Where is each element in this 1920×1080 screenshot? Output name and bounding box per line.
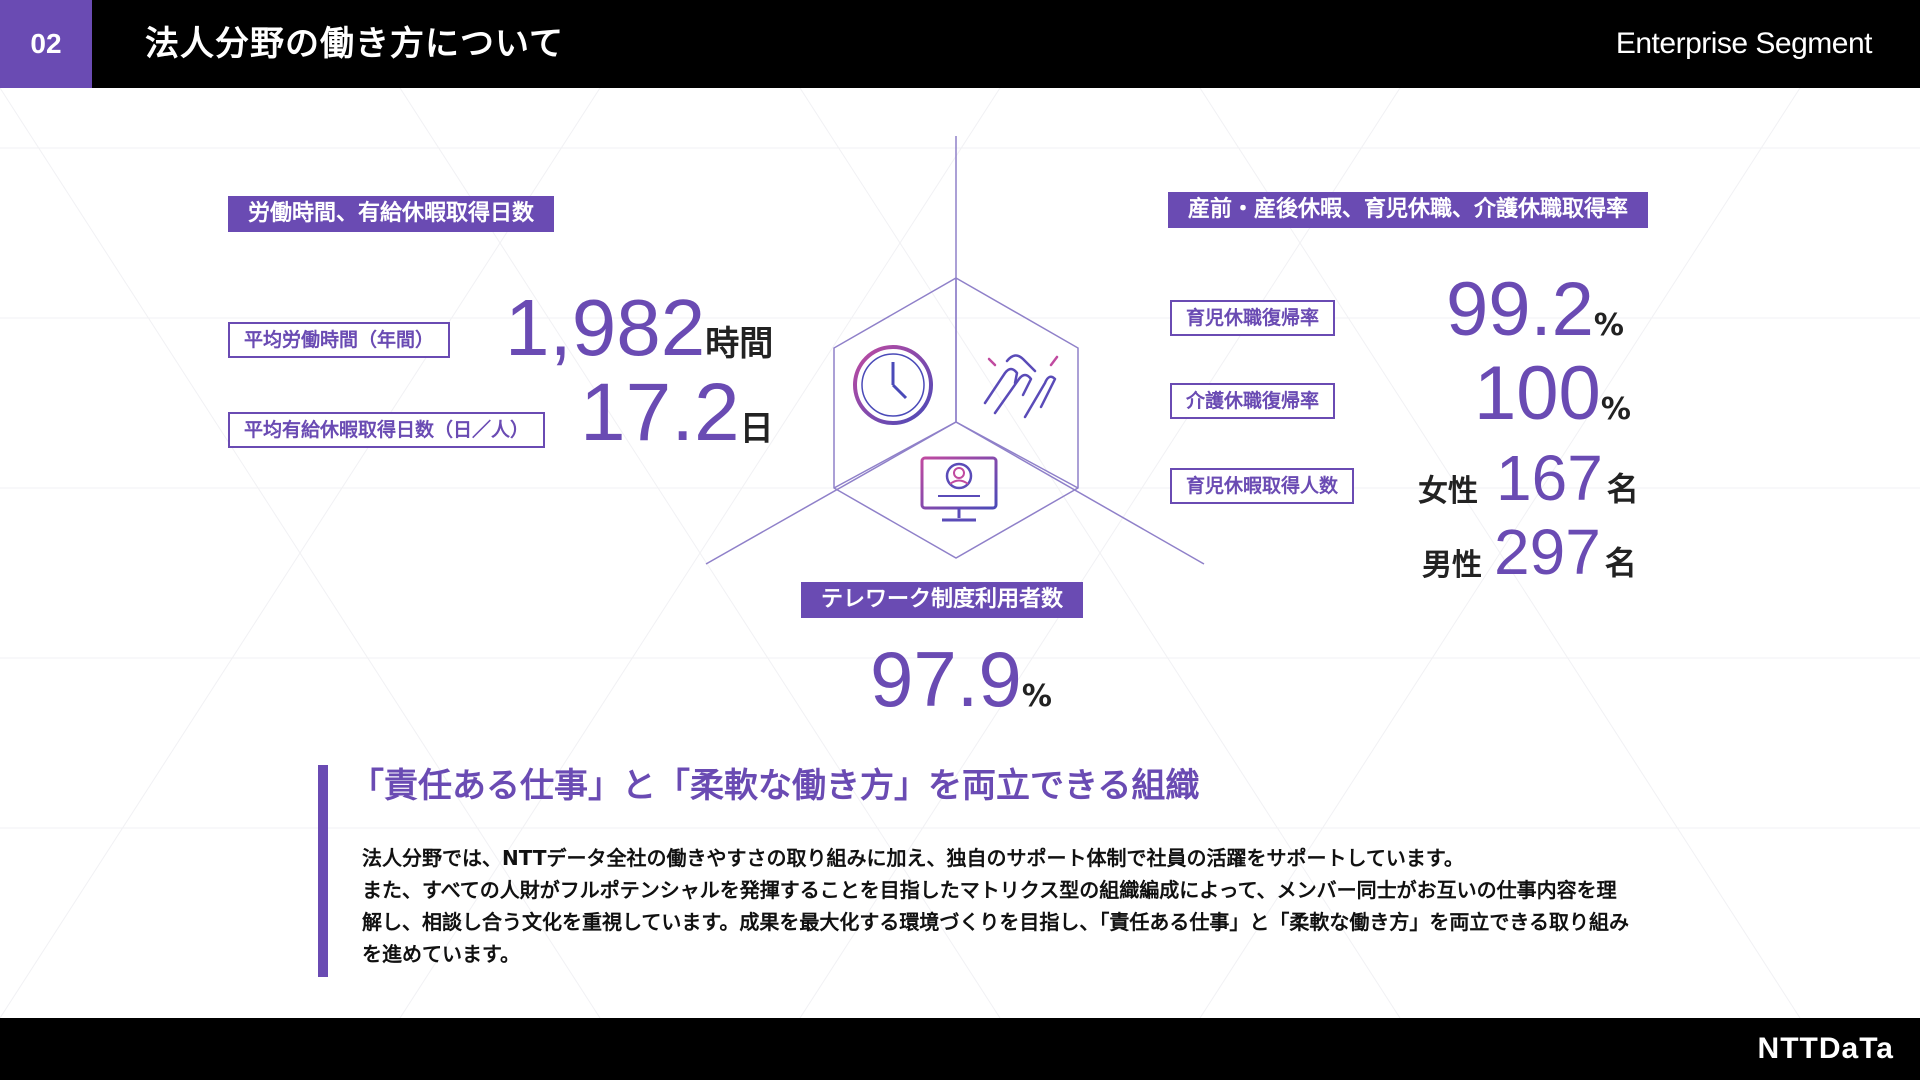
- message-headline: 「責任ある仕事」と「柔軟な働き方」を両立できる組織: [350, 766, 1200, 806]
- childcare-return-value: 99.2: [1446, 267, 1594, 352]
- male-value: 297: [1494, 516, 1601, 588]
- company-logo: NTTDaTa: [1757, 1032, 1894, 1065]
- avg-leave-stat: 17.2日: [580, 372, 774, 454]
- avg-leave-label: 平均有給休暇取得日数（日／人）: [228, 412, 546, 448]
- message-body-paragraph-2: また、すべての人財がフルポテンシャルを発揮することを目指したマトリクス型の組織編…: [362, 878, 1629, 966]
- nursing-return-unit: %: [1600, 392, 1631, 427]
- avg-hours-label: 平均労働時間（年間）: [228, 322, 451, 358]
- childcare-return-unit: %: [1593, 308, 1624, 343]
- avg-leave-unit: 日: [739, 409, 774, 449]
- work-hours-section-title: 労働時間、有給休暇取得日数: [228, 196, 555, 232]
- message-body-paragraph-1: 法人分野では、NTTデータ全社の働きやすさの取り組みに加え、独自のサポート体制で…: [362, 846, 1464, 870]
- childcare-return-label: 育児休職復帰率: [1170, 300, 1336, 336]
- avg-leave-value: 17.2: [580, 367, 740, 458]
- nursing-return-stat: 100%: [1474, 356, 1631, 432]
- male-unit: 名: [1604, 544, 1637, 582]
- leave-section-title: 産前・産後休暇、育児休職、介護休職取得率: [1168, 192, 1649, 228]
- center-diagram: [705, 136, 1205, 565]
- telework-section-title: テレワーク制度利用者数: [801, 582, 1084, 618]
- page-title: 法人分野の働き方について: [145, 24, 564, 64]
- female-value: 167: [1496, 442, 1603, 514]
- segment-label: Enterprise Segment: [1615, 27, 1873, 60]
- avg-hours-unit: 時間: [705, 324, 774, 364]
- nursing-return-value: 100: [1474, 351, 1601, 436]
- childcare-count-label: 育児休暇取得人数: [1170, 468, 1355, 504]
- footer-bar: NTTDaTa: [0, 1018, 1920, 1080]
- handshake-icon: [983, 354, 1059, 419]
- clock-icon: [853, 345, 933, 425]
- avg-hours-value: 1,982: [505, 283, 706, 372]
- nursing-return-label: 介護休職復帰率: [1170, 383, 1336, 419]
- female-label: 女性: [1418, 474, 1478, 509]
- telework-value: 97.9: [870, 635, 1022, 723]
- message-body: 法人分野では、NTTデータ全社の働きやすさの取り組みに加え、独自のサポート体制で…: [362, 842, 1632, 970]
- telework-unit: %: [1021, 679, 1052, 714]
- telework-monitor-icon: [920, 456, 998, 522]
- childcare-return-stat: 99.2%: [1446, 272, 1624, 348]
- male-label: 男性: [1422, 548, 1482, 583]
- background-pattern: [0, 88, 1920, 1018]
- telework-stat: 97.9%: [870, 640, 1052, 718]
- header-bar: 02 法人分野の働き方について Enterprise Segment: [0, 0, 1920, 88]
- male-stat: 297 名: [1494, 520, 1637, 584]
- page-number: 02: [0, 0, 92, 88]
- female-stat: 167 名: [1496, 446, 1639, 510]
- female-unit: 名: [1606, 470, 1639, 508]
- avg-hours-stat: 1,982時間: [505, 288, 773, 368]
- message-accent-bar: [318, 765, 328, 977]
